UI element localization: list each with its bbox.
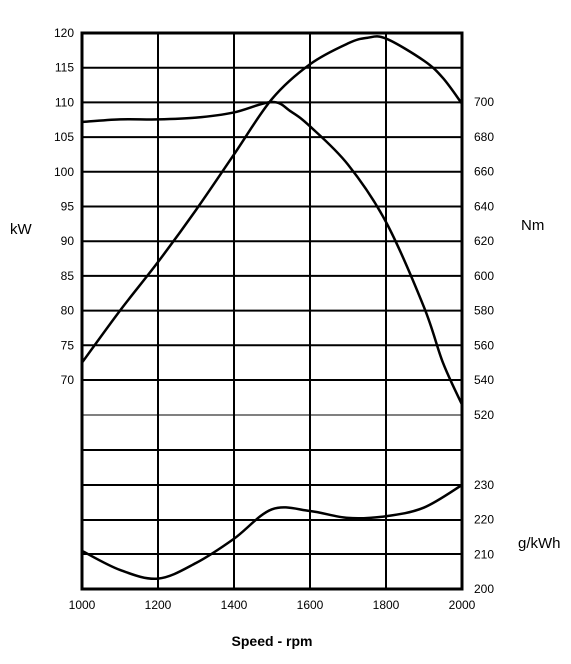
power-tick-label: 105 <box>54 130 74 144</box>
tick-labels: 1000 1200 1400 1600 1800 2000 70 75 80 85 90 95 100 1… <box>54 26 494 612</box>
consumption-curve <box>80 483 464 580</box>
torque-tick-label: 620 <box>474 234 494 248</box>
power-tick-label: 75 <box>61 338 75 352</box>
power-curve <box>80 35 464 364</box>
torque-tick-label: 700 <box>474 95 494 109</box>
x-axis-label: Speed - rpm <box>232 633 313 649</box>
plot-frame <box>80 31 464 591</box>
power-tick-label: 95 <box>61 200 75 214</box>
power-axis-label: kW <box>10 221 33 238</box>
torque-tick-label: 640 <box>474 199 494 213</box>
consumption-tick-label: 230 <box>474 478 494 492</box>
power-tick-label: 100 <box>54 165 74 179</box>
power-tick-label: 115 <box>55 61 74 75</box>
x-tick-label: 1200 <box>145 598 172 612</box>
torque-tick-label: 660 <box>474 165 494 179</box>
torque-tick-label: 540 <box>474 373 494 387</box>
consumption-axis-label: g/kWh <box>518 535 561 552</box>
x-tick-label: 2000 <box>449 598 476 612</box>
x-tick-label: 1400 <box>221 598 248 612</box>
x-tick-label: 1600 <box>297 598 324 612</box>
consumption-tick-label: 210 <box>474 547 494 561</box>
torque-tick-label: 520 <box>474 408 494 422</box>
power-tick-label: 70 <box>61 373 75 387</box>
torque-tick-label: 680 <box>474 130 494 144</box>
torque-tick-label: 560 <box>474 338 494 352</box>
torque-curve <box>80 100 464 406</box>
power-tick-label: 120 <box>54 26 74 40</box>
torque-axis-label: Nm <box>521 217 544 234</box>
torque-tick-label: 600 <box>474 269 494 283</box>
power-tick-label: 80 <box>61 304 75 318</box>
x-tick-label: 1800 <box>373 598 400 612</box>
torque-tick-label: 580 <box>474 304 494 318</box>
series-layer <box>80 35 464 580</box>
power-tick-label: 85 <box>61 269 75 283</box>
consumption-tick-label: 200 <box>474 582 494 596</box>
vertical-gridlines <box>157 33 387 589</box>
power-tick-label: 90 <box>61 234 75 248</box>
horizontal-gridlines <box>82 66 462 555</box>
consumption-tick-label: 220 <box>474 513 494 527</box>
power-tick-label: 110 <box>55 95 74 109</box>
x-tick-label: 1000 <box>69 598 96 612</box>
